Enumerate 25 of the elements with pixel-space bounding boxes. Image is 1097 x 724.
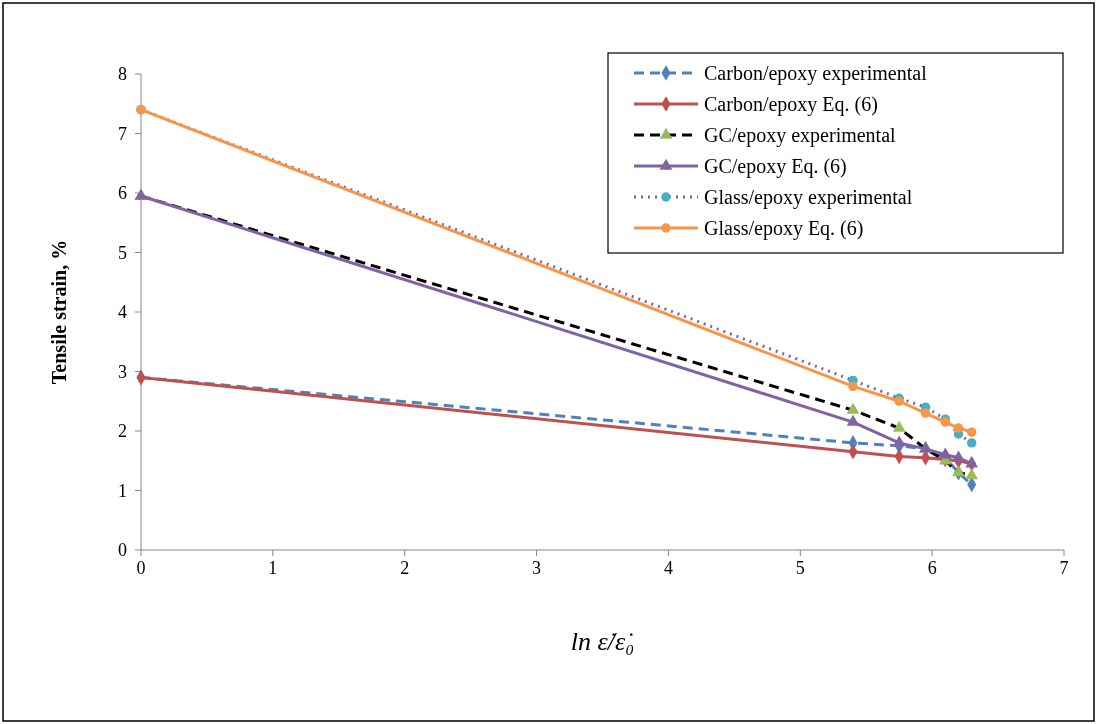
- y-tick-label: 8: [118, 64, 127, 85]
- y-tick-label: 2: [118, 421, 127, 442]
- x-tick-label: 1: [268, 558, 278, 578]
- y-tick-label: 3: [118, 361, 127, 382]
- legend-label: GC/epoxy experimental: [704, 124, 897, 147]
- x-tick-label: 3: [532, 558, 542, 578]
- y-axis-title: Tensile strain, %: [48, 239, 70, 385]
- y-tick-label: 7: [118, 123, 127, 144]
- y-tick-label: 5: [118, 242, 127, 263]
- y-tick-label: 4: [118, 302, 127, 323]
- x-tick-label: 6: [927, 558, 937, 578]
- legend-label: Carbon/epoxy Eq. (6): [704, 93, 878, 116]
- x-tick-label: 5: [795, 558, 805, 578]
- legend-label: GC/epoxy Eq. (6): [704, 155, 847, 178]
- x-tick-label: 0: [136, 558, 146, 578]
- x-tick-label: 2: [400, 558, 410, 578]
- y-tick-label: 6: [118, 183, 127, 204]
- x-tick-label: 7: [1059, 558, 1069, 578]
- legend-label: Glass/epoxy Eq. (6): [704, 217, 864, 240]
- legend-label: Carbon/epoxy experimental: [704, 62, 928, 85]
- x-axis-title: ln ε̇/ε̇₀: [570, 627, 635, 656]
- y-tick-label: 1: [118, 480, 127, 501]
- x-tick-label: 4: [663, 558, 673, 578]
- y-tick-label: 0: [118, 540, 127, 561]
- legend-label: Glass/epoxy experimental: [704, 186, 913, 209]
